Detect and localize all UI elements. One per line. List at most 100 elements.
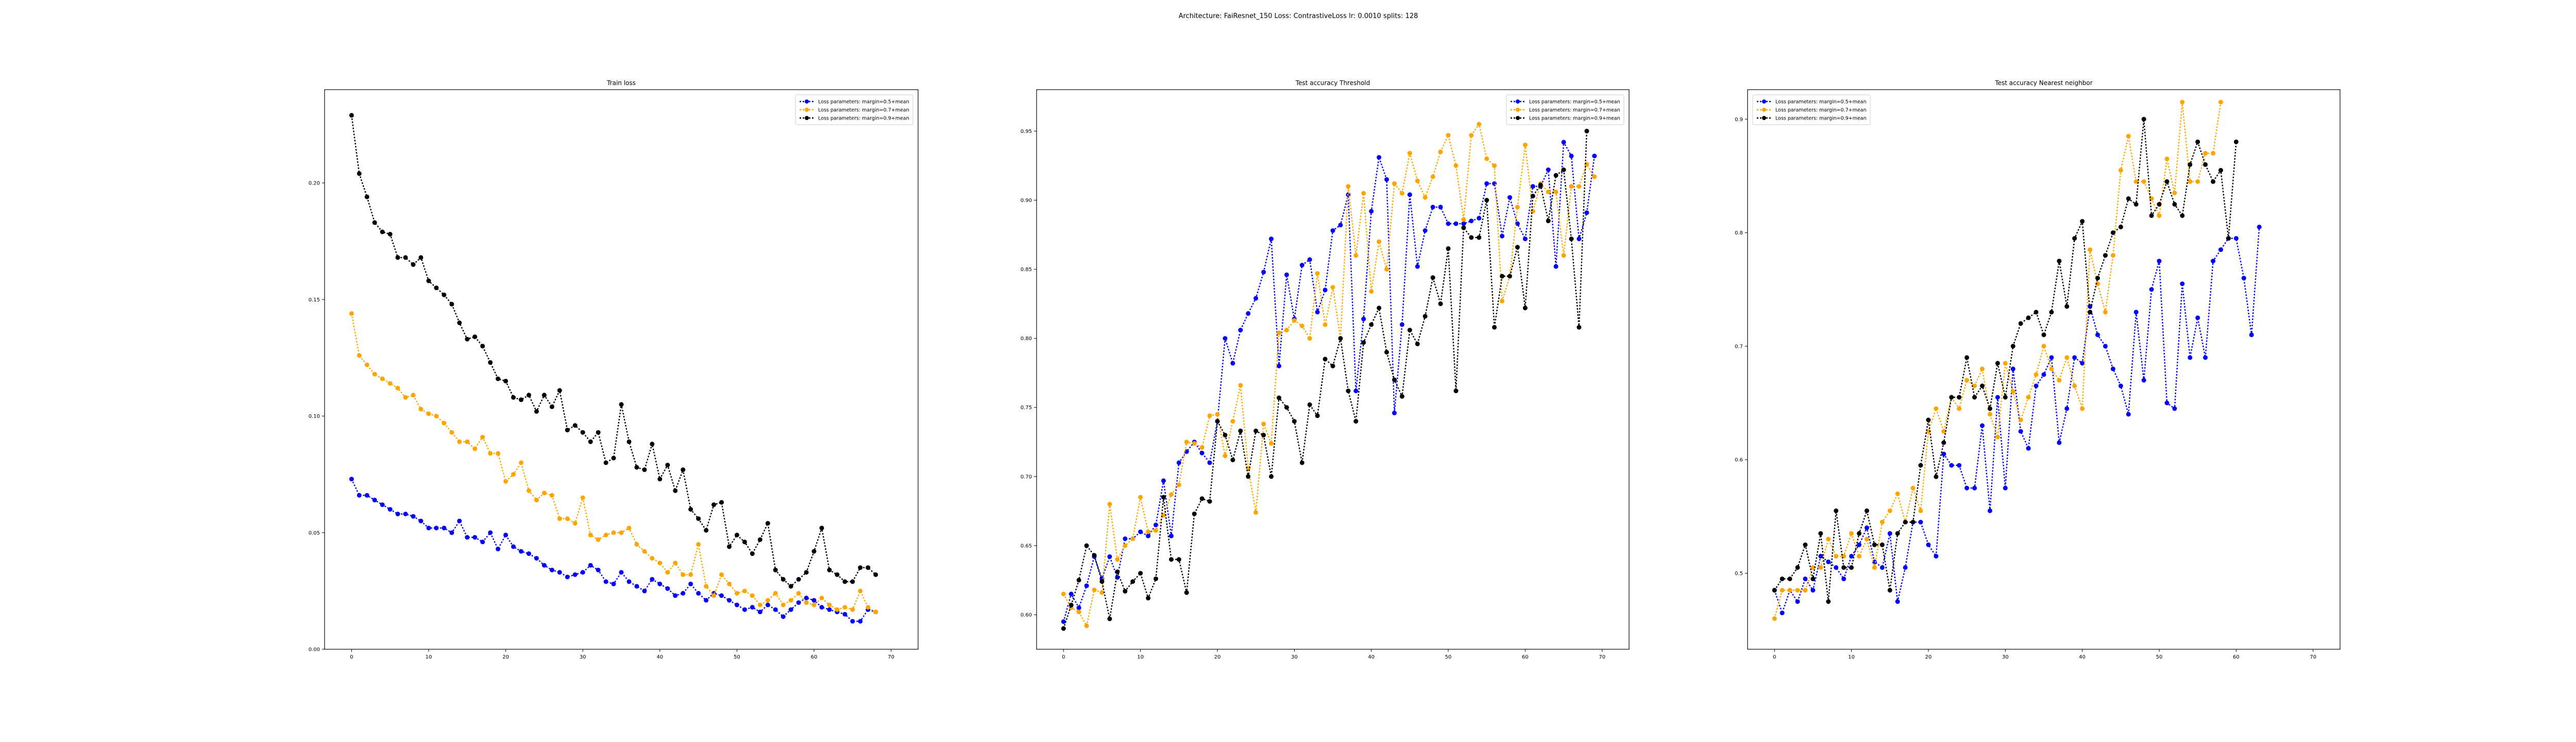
data-point	[2018, 321, 2023, 326]
data-point	[472, 446, 478, 451]
data-point	[580, 495, 585, 500]
y-tick-label: 0.75	[1021, 405, 1032, 411]
data-point	[1918, 463, 1923, 468]
data-point	[2095, 332, 2100, 338]
data-point	[519, 549, 523, 554]
data-point	[2172, 202, 2177, 207]
data-point	[395, 255, 400, 260]
data-point	[665, 570, 670, 575]
data-point	[2203, 355, 2208, 360]
data-point	[1084, 543, 1089, 548]
data-point	[1872, 565, 1877, 570]
data-point	[1261, 432, 1266, 437]
data-point	[819, 605, 824, 610]
data-point	[773, 591, 778, 596]
data-point	[1346, 184, 1351, 189]
data-point	[1772, 588, 1777, 593]
data-point	[1477, 122, 1482, 127]
data-point	[2195, 139, 2200, 144]
data-point	[1553, 173, 1558, 178]
data-point	[557, 570, 562, 575]
data-point	[1995, 361, 2000, 366]
data-point	[2180, 99, 2185, 105]
data-point	[626, 579, 632, 584]
data-point	[1230, 458, 1235, 463]
data-point	[1795, 565, 1800, 570]
data-point	[773, 567, 778, 572]
data-point	[657, 561, 663, 566]
data-point	[1857, 553, 1862, 559]
data-point	[1780, 576, 1785, 581]
data-point	[1168, 492, 1174, 497]
data-point	[2149, 213, 2154, 218]
data-point	[788, 584, 793, 589]
data-point	[1500, 274, 1505, 279]
data-point	[1061, 626, 1066, 631]
data-point	[1849, 531, 1854, 536]
data-point	[681, 572, 686, 577]
legend-label: Loss parameters: margin=0.7+mean	[1775, 108, 1867, 113]
data-point	[488, 530, 493, 535]
data-point	[541, 563, 547, 568]
data-point	[1330, 285, 1335, 290]
data-point	[496, 451, 501, 456]
data-point	[1949, 463, 1954, 468]
y-tick-label: 0.95	[1021, 129, 1032, 134]
data-point	[1076, 578, 1081, 583]
data-point	[742, 539, 747, 545]
data-point	[565, 516, 570, 521]
data-point	[1438, 205, 1443, 210]
data-point	[1577, 237, 1582, 242]
data-point	[734, 532, 739, 537]
data-point	[1377, 306, 1382, 311]
data-point	[858, 565, 863, 570]
data-point	[688, 572, 693, 577]
data-point	[757, 537, 762, 542]
data-point	[1130, 579, 1136, 584]
data-point	[1253, 510, 1259, 515]
data-point	[711, 502, 716, 507]
data-point	[1346, 389, 1351, 394]
data-point	[611, 456, 616, 461]
data-point	[1818, 531, 1823, 536]
legend-label: Loss parameters: margin=0.7+mean	[1529, 108, 1620, 113]
data-point	[781, 614, 786, 619]
data-point	[2057, 440, 2062, 445]
data-point	[1307, 336, 1312, 341]
data-point	[2233, 236, 2239, 241]
data-point	[2126, 133, 2131, 139]
data-point	[1076, 610, 1081, 615]
data-point	[1353, 389, 1359, 394]
data-point	[2149, 287, 2154, 292]
data-point	[527, 488, 531, 493]
data-point	[1261, 421, 1266, 427]
data-point	[2033, 383, 2039, 389]
data-point	[1841, 576, 1846, 581]
data-point	[465, 439, 470, 444]
data-point	[1415, 178, 1420, 183]
data-point	[511, 544, 516, 549]
data-point	[835, 607, 840, 612]
data-point	[349, 311, 354, 316]
data-point	[650, 577, 655, 582]
data-point	[1934, 474, 1939, 479]
data-point	[1887, 508, 1892, 513]
data-point	[811, 602, 817, 608]
data-point	[357, 171, 362, 176]
series-line-1	[1774, 102, 2222, 619]
data-point	[1818, 565, 1823, 570]
data-point	[1918, 519, 1923, 525]
data-point	[1964, 485, 1970, 491]
data-point	[1299, 460, 1304, 465]
data-point	[1484, 181, 1489, 186]
data-point	[1546, 218, 1551, 224]
data-point	[2103, 253, 2108, 258]
data-point	[1569, 154, 1574, 159]
data-point	[1323, 357, 1328, 362]
data-point	[1577, 325, 1582, 330]
data-point	[1184, 590, 1189, 595]
x-tick-label: 20	[502, 654, 509, 660]
data-point	[1323, 322, 1328, 327]
data-point	[588, 563, 593, 568]
data-point	[2003, 361, 2008, 366]
